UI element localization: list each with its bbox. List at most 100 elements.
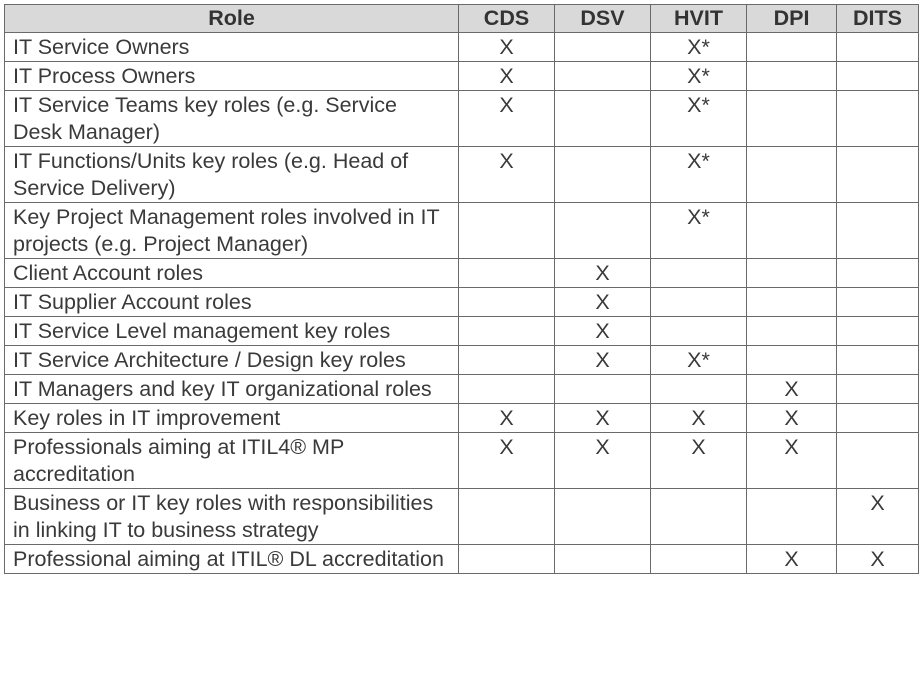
table-row: Professional aiming at ITIL® DL accredit… — [4, 544, 919, 574]
mark-cell-dits — [836, 90, 919, 147]
mark-cell-cds: X — [458, 146, 555, 203]
mark-cell-dpi: X — [746, 544, 837, 574]
role-cell: IT Service Teams key roles (e.g. Service… — [4, 90, 459, 147]
mark-cell-dsv: X — [554, 345, 651, 375]
mark-cell-dpi — [746, 316, 837, 346]
mark-cell-cds — [458, 488, 555, 545]
role-cell: Business or IT key roles with responsibi… — [4, 488, 459, 545]
table-row: Business or IT key roles with responsibi… — [4, 488, 919, 545]
table-row: IT Service Architecture / Design key rol… — [4, 345, 919, 375]
mark-cell-dits — [836, 432, 919, 489]
table-row: Key roles in IT improvement X X X X — [4, 403, 919, 433]
table-body: IT Service Owners X X* IT Process Owners X X*… — [4, 32, 919, 574]
mark-cell-dpi: X — [746, 374, 837, 404]
table-row: IT Supplier Account roles X — [4, 287, 919, 317]
role-cell: Key Project Management roles involved in… — [4, 202, 459, 259]
table-row: Client Account roles X — [4, 258, 919, 288]
mark-cell-dits — [836, 374, 919, 404]
role-cell: IT Process Owners — [4, 61, 459, 91]
mark-cell-hvit: X — [650, 403, 747, 433]
header-row: Role CDS DSV HVIT DPI DITS — [4, 4, 919, 33]
mark-cell-hvit: X* — [650, 146, 747, 203]
mark-cell-dpi — [746, 90, 837, 147]
mark-cell-cds: X — [458, 90, 555, 147]
column-header-dpi: DPI — [746, 4, 837, 33]
mark-cell-hvit — [650, 287, 747, 317]
mark-cell-dsv: X — [554, 432, 651, 489]
table-row: IT Service Owners X X* — [4, 32, 919, 62]
column-header-dits: DITS — [836, 4, 919, 33]
mark-cell-dsv: X — [554, 403, 651, 433]
column-header-role: Role — [4, 4, 459, 33]
mark-cell-dits — [836, 287, 919, 317]
mark-cell-dits — [836, 61, 919, 91]
table-row: IT Service Teams key roles (e.g. Service… — [4, 90, 919, 147]
table-row: IT Functions/Units key roles (e.g. Head … — [4, 146, 919, 203]
mark-cell-hvit: X* — [650, 202, 747, 259]
mark-cell-dsv — [554, 544, 651, 574]
mark-cell-cds — [458, 544, 555, 574]
role-accreditation-table: Role CDS DSV HVIT DPI DITS IT Service Ow… — [4, 4, 919, 574]
mark-cell-dpi: X — [746, 432, 837, 489]
mark-cell-dits — [836, 403, 919, 433]
mark-cell-cds: X — [458, 403, 555, 433]
mark-cell-cds — [458, 202, 555, 259]
role-cell: Professional aiming at ITIL® DL accredit… — [4, 544, 459, 574]
mark-cell-dpi — [746, 258, 837, 288]
role-cell: IT Service Level management key roles — [4, 316, 459, 346]
role-cell: IT Managers and key IT organizational ro… — [4, 374, 459, 404]
mark-cell-dits — [836, 258, 919, 288]
mark-cell-dits — [836, 316, 919, 346]
mark-cell-dpi — [746, 345, 837, 375]
column-header-hvit: HVIT — [650, 4, 747, 33]
role-cell: IT Service Architecture / Design key rol… — [4, 345, 459, 375]
mark-cell-hvit — [650, 374, 747, 404]
mark-cell-cds: X — [458, 432, 555, 489]
mark-cell-dsv: X — [554, 258, 651, 288]
mark-cell-dsv — [554, 32, 651, 62]
mark-cell-dits: X — [836, 488, 919, 545]
table-row: IT Managers and key IT organizational ro… — [4, 374, 919, 404]
table-row: Key Project Management roles involved in… — [4, 202, 919, 259]
mark-cell-dsv — [554, 374, 651, 404]
mark-cell-dits — [836, 345, 919, 375]
mark-cell-hvit — [650, 316, 747, 346]
role-cell: IT Supplier Account roles — [4, 287, 459, 317]
mark-cell-dpi — [746, 287, 837, 317]
mark-cell-dsv: X — [554, 287, 651, 317]
mark-cell-hvit — [650, 488, 747, 545]
table-row: IT Service Level management key roles X — [4, 316, 919, 346]
role-cell: IT Service Owners — [4, 32, 459, 62]
mark-cell-dsv — [554, 146, 651, 203]
mark-cell-dpi — [746, 32, 837, 62]
mark-cell-dsv — [554, 202, 651, 259]
mark-cell-dpi — [746, 488, 837, 545]
mark-cell-dpi: X — [746, 403, 837, 433]
mark-cell-dsv — [554, 61, 651, 91]
mark-cell-hvit — [650, 258, 747, 288]
mark-cell-dpi — [746, 61, 837, 91]
table-row: Professionals aiming at ITIL4® MP accred… — [4, 432, 919, 489]
mark-cell-dits — [836, 32, 919, 62]
mark-cell-dits: X — [836, 544, 919, 574]
mark-cell-dpi — [746, 146, 837, 203]
column-header-cds: CDS — [458, 4, 555, 33]
mark-cell-cds: X — [458, 61, 555, 91]
mark-cell-dsv — [554, 488, 651, 545]
mark-cell-hvit — [650, 544, 747, 574]
role-cell: Client Account roles — [4, 258, 459, 288]
mark-cell-dits — [836, 146, 919, 203]
role-cell: Professionals aiming at ITIL4® MP accred… — [4, 432, 459, 489]
mark-cell-cds — [458, 316, 555, 346]
mark-cell-dits — [836, 202, 919, 259]
mark-cell-hvit: X — [650, 432, 747, 489]
column-header-dsv: DSV — [554, 4, 651, 33]
mark-cell-dpi — [746, 202, 837, 259]
mark-cell-cds: X — [458, 32, 555, 62]
table-row: IT Process Owners X X* — [4, 61, 919, 91]
mark-cell-hvit: X* — [650, 32, 747, 62]
mark-cell-hvit: X* — [650, 345, 747, 375]
mark-cell-hvit: X* — [650, 61, 747, 91]
mark-cell-cds — [458, 374, 555, 404]
mark-cell-hvit: X* — [650, 90, 747, 147]
